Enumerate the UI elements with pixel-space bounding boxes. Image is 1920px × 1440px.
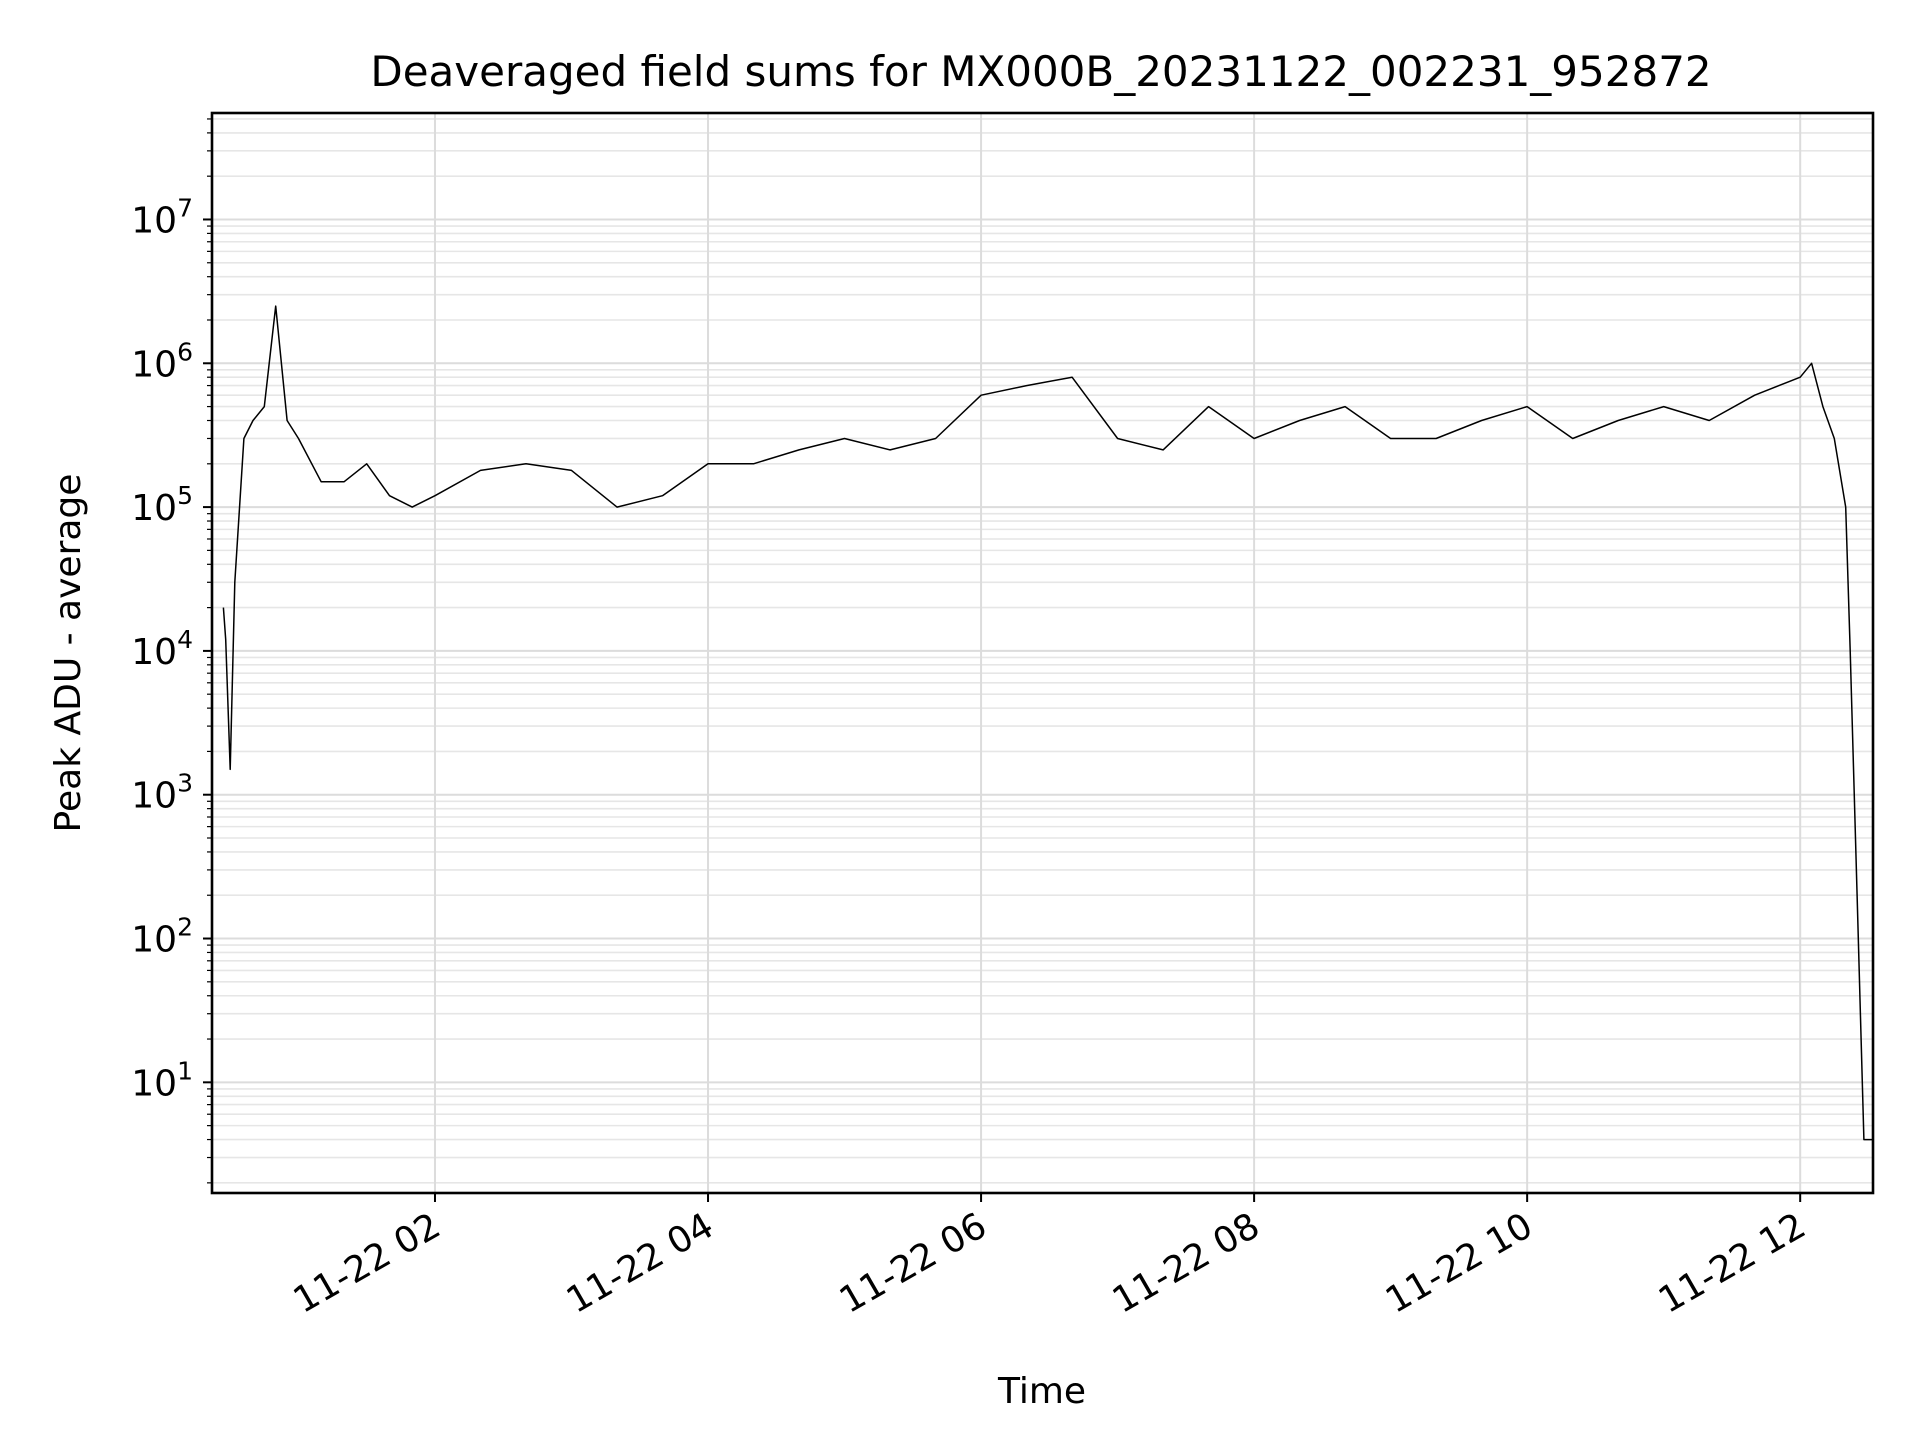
y-tick-label: 106 bbox=[131, 337, 193, 385]
y-axis-ticks: 101 102 103 104 105 106 107 bbox=[131, 118, 212, 1184]
y-tick-label: 102 bbox=[131, 913, 193, 961]
series-line bbox=[222, 305, 1873, 1141]
series-group bbox=[222, 305, 1873, 1141]
plot-area-frame bbox=[210, 111, 1875, 1195]
y-tick-label: 101 bbox=[131, 1056, 193, 1104]
x-axis-label: Time bbox=[997, 1371, 1086, 1412]
grid bbox=[212, 113, 1873, 1193]
chart-title: Deaveraged field sums for MX000B_2023112… bbox=[370, 47, 1711, 96]
y-tick-label: 105 bbox=[131, 481, 193, 529]
y-tick-label: 107 bbox=[131, 193, 193, 241]
y-tick-label: 104 bbox=[131, 625, 193, 673]
y-tick-label: 103 bbox=[131, 769, 193, 817]
y-axis-label: Peak ADU - average bbox=[48, 474, 89, 833]
